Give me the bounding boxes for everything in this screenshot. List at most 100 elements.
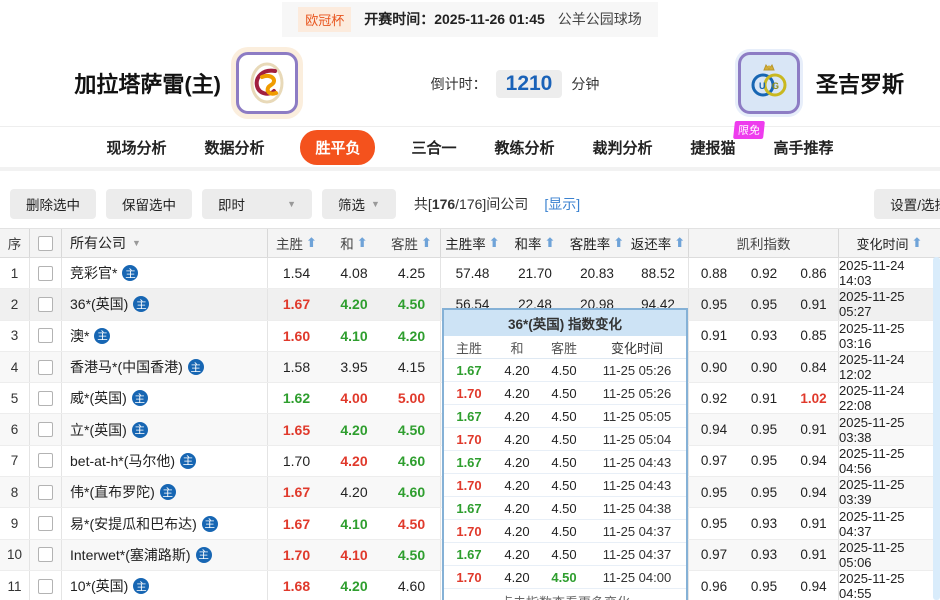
popup-draw-odds[interactable]: 4.20 xyxy=(504,408,530,424)
popup-home-odds[interactable]: 1.67 xyxy=(456,454,482,470)
odds-cell[interactable]: 3.95 xyxy=(340,359,368,376)
odds-cell[interactable]: 5.00 xyxy=(383,383,441,414)
row-checkbox[interactable] xyxy=(38,484,53,500)
popup-home-odds[interactable]: 1.67 xyxy=(456,546,482,562)
popup-home-odds[interactable]: 1.70 xyxy=(456,569,482,585)
row-checkbox[interactable] xyxy=(38,547,53,563)
header-change-time[interactable]: 变化时间 ⬆ xyxy=(839,229,940,257)
show-link[interactable]: [显示] xyxy=(544,196,581,212)
odds-cell[interactable]: 1.67 xyxy=(282,515,311,532)
row-checkbox[interactable] xyxy=(38,578,53,594)
company-cell[interactable]: 威*(英国) 主 xyxy=(62,383,268,414)
odds-cell[interactable]: 4.10 xyxy=(340,546,368,563)
odds-cell[interactable]: 4.50 xyxy=(383,414,441,445)
header-away-odds[interactable]: 客胜 ⬆ xyxy=(383,229,441,257)
odds-cell[interactable]: 1.67 xyxy=(282,296,311,313)
popup-home-odds[interactable]: 1.70 xyxy=(456,523,482,539)
tab-three-in-one[interactable]: 三合一 xyxy=(411,139,457,157)
odds-cell[interactable]: 4.20 xyxy=(340,578,368,595)
popup-home-odds[interactable]: 1.70 xyxy=(456,431,482,447)
popup-draw-odds[interactable]: 4.20 xyxy=(504,569,530,585)
company-cell[interactable]: 香港马*(中国香港) 主 xyxy=(62,351,268,383)
header-home-rate[interactable]: 主胜率 ⬆ xyxy=(441,229,504,257)
delete-selected-button[interactable]: 删除选中 xyxy=(10,189,96,219)
tab-referee-analysis[interactable]: 裁判分析 xyxy=(592,139,653,157)
company-cell[interactable]: bet-at-h*(马尔他) 主 xyxy=(62,445,268,477)
tab-coach-analysis[interactable]: 教练分析 xyxy=(494,139,555,157)
header-company[interactable]: 所有公司 ▼ xyxy=(62,229,268,257)
popup-draw-odds[interactable]: 4.20 xyxy=(504,500,530,516)
popup-away-odds[interactable]: 4.50 xyxy=(551,454,577,470)
popup-away-odds[interactable]: 4.50 xyxy=(551,546,577,562)
popup-away-odds[interactable]: 4.50 xyxy=(551,408,577,424)
odds-cell[interactable]: 1.58 xyxy=(282,359,311,376)
company-cell[interactable]: 竞彩官* 主 xyxy=(62,258,268,289)
odds-cell[interactable]: 4.15 xyxy=(383,351,441,383)
tab-data-analysis[interactable]: 数据分析 xyxy=(204,139,265,157)
odds-cell[interactable]: 4.50 xyxy=(383,289,441,320)
header-away-rate[interactable]: 客胜率 ⬆ xyxy=(566,229,628,257)
company-cell[interactable]: 伟*(直布罗陀) 主 xyxy=(62,477,268,508)
odds-cell[interactable]: 4.08 xyxy=(340,265,368,282)
row-checkbox[interactable] xyxy=(38,328,53,344)
odds-cell[interactable]: 1.62 xyxy=(282,390,311,407)
popup-draw-odds[interactable]: 4.20 xyxy=(504,431,530,447)
odds-cell[interactable]: 4.25 xyxy=(383,258,441,289)
popup-home-odds[interactable]: 1.67 xyxy=(456,362,482,378)
select-all-checkbox[interactable] xyxy=(38,235,53,251)
tab-jiebao-cat[interactable]: 捷报猫 限免 xyxy=(689,120,765,165)
popup-away-odds[interactable]: 4.50 xyxy=(551,431,577,447)
odds-cell[interactable]: 4.20 xyxy=(383,320,441,351)
odds-cell[interactable]: 4.20 xyxy=(340,421,368,438)
popup-home-odds[interactable]: 1.67 xyxy=(456,408,482,424)
odds-cell[interactable]: 4.60 xyxy=(383,570,441,600)
odds-cell[interactable]: 4.20 xyxy=(340,452,368,469)
tab-expert-recommend[interactable]: 高手推荐 xyxy=(773,139,834,157)
company-cell[interactable]: 立*(英国) 主 xyxy=(62,414,268,445)
header-draw-odds[interactable]: 和 ⬆ xyxy=(325,229,383,257)
company-cell[interactable]: Interwet*(塞浦路斯) 主 xyxy=(62,539,268,570)
popup-draw-odds[interactable]: 4.20 xyxy=(504,454,530,470)
odds-cell[interactable]: 4.60 xyxy=(383,445,441,477)
tab-live-analysis[interactable]: 现场分析 xyxy=(106,139,167,157)
popup-away-odds[interactable]: 4.50 xyxy=(551,569,577,585)
row-checkbox[interactable] xyxy=(38,296,53,312)
instant-dropdown[interactable]: 即时 ▼ xyxy=(202,189,312,219)
company-cell[interactable]: 易*(安提瓜和巴布达) 主 xyxy=(62,508,268,539)
odds-cell[interactable]: 4.60 xyxy=(383,477,441,508)
odds-cell[interactable]: 4.20 xyxy=(340,296,368,313)
odds-cell[interactable]: 4.00 xyxy=(340,390,368,407)
popup-home-odds[interactable]: 1.70 xyxy=(456,385,482,401)
odds-cell[interactable]: 4.50 xyxy=(383,539,441,570)
popup-home-odds[interactable]: 1.70 xyxy=(456,477,482,493)
popup-away-odds[interactable]: 4.50 xyxy=(551,500,577,516)
row-checkbox[interactable] xyxy=(38,265,53,281)
odds-cell[interactable]: 4.20 xyxy=(340,484,368,501)
popup-home-odds[interactable]: 1.67 xyxy=(456,500,482,516)
odds-cell[interactable]: 4.10 xyxy=(340,515,368,532)
odds-cell[interactable]: 1.65 xyxy=(282,421,311,438)
filter-dropdown[interactable]: 筛选 ▼ xyxy=(322,189,396,219)
header-home-odds[interactable]: 主胜 ⬆ xyxy=(268,229,325,257)
odds-cell[interactable]: 1.70 xyxy=(282,452,311,469)
popup-draw-odds[interactable]: 4.20 xyxy=(504,362,530,378)
popup-away-odds[interactable]: 4.50 xyxy=(551,362,577,378)
popup-away-odds[interactable]: 4.50 xyxy=(551,477,577,493)
odds-cell[interactable]: 4.50 xyxy=(383,508,441,539)
table-scrollbar[interactable] xyxy=(933,257,940,600)
odds-cell[interactable]: 1.67 xyxy=(282,484,311,501)
popup-draw-odds[interactable]: 4.20 xyxy=(504,523,530,539)
row-checkbox[interactable] xyxy=(38,359,53,375)
odds-cell[interactable]: 1.54 xyxy=(282,265,311,282)
popup-draw-odds[interactable]: 4.20 xyxy=(504,385,530,401)
tab-win-draw-lose[interactable]: 胜平负 xyxy=(300,129,376,165)
header-draw-rate[interactable]: 和率 ⬆ xyxy=(504,229,566,257)
popup-draw-odds[interactable]: 4.20 xyxy=(504,477,530,493)
odds-cell[interactable]: 1.68 xyxy=(282,578,311,595)
company-cell[interactable]: 10*(英国) 主 xyxy=(62,570,268,600)
keep-selected-button[interactable]: 保留选中 xyxy=(106,189,192,219)
row-checkbox[interactable] xyxy=(38,422,53,438)
popup-away-odds[interactable]: 4.50 xyxy=(551,523,577,539)
settings-button[interactable]: 设置/选择 xyxy=(874,189,940,219)
odds-cell[interactable]: 1.70 xyxy=(282,546,311,563)
